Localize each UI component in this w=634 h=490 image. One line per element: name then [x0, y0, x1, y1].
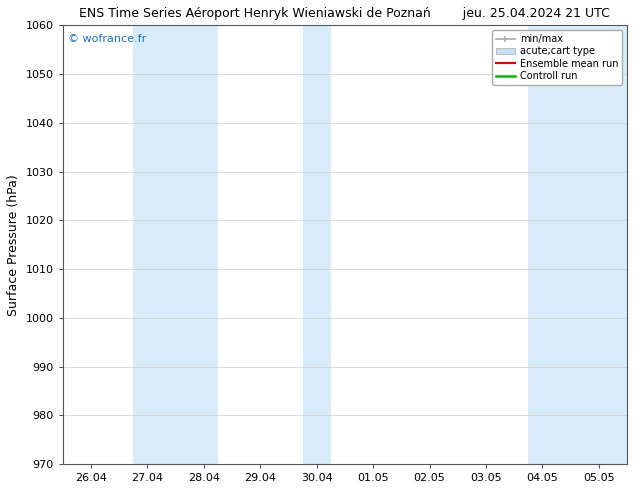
- Bar: [528, 25, 627, 464]
- Text: © wofrance.fr: © wofrance.fr: [68, 34, 146, 44]
- Bar: [302, 25, 331, 464]
- Y-axis label: Surface Pressure (hPa): Surface Pressure (hPa): [7, 174, 20, 316]
- Bar: [133, 25, 218, 464]
- Legend: min/max, acute;cart type, Ensemble mean run, Controll run: min/max, acute;cart type, Ensemble mean …: [491, 30, 622, 85]
- Title: ENS Time Series Aéroport Henryk Wieniawski de Poznań        jeu. 25.04.2024 21 U: ENS Time Series Aéroport Henryk Wieniaws…: [79, 7, 611, 20]
